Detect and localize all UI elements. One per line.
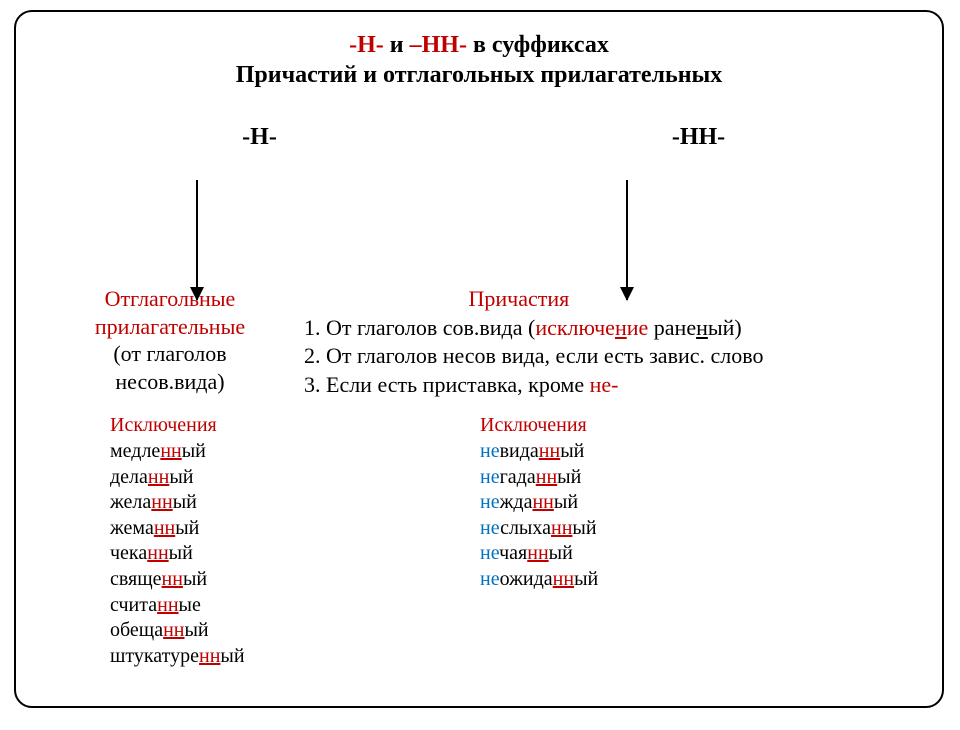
title: -Н- и –НН- в суффиксах Причастий и отгла… <box>40 30 918 90</box>
col-right: Причастия 1. От глаголов сов.вида (исклю… <box>300 285 918 399</box>
exL-2: желанный <box>110 490 370 516</box>
exR-2: нежданный <box>480 490 918 516</box>
head-n: -Н- <box>40 124 479 151</box>
r3-b: не- <box>590 372 619 397</box>
col-left: Отглагольные прилагательные (от глаголов… <box>40 285 300 399</box>
r1-e: ране <box>648 315 696 340</box>
exR-0: невиданный <box>480 439 918 465</box>
exceptions-right: Исключения невиданный негаданный нежданн… <box>370 413 918 669</box>
exL-1: деланный <box>110 465 370 491</box>
left-s1: (от глаголов <box>40 340 300 368</box>
title-line2: Причастий и отглагольных прилагательных <box>236 62 723 88</box>
exR-5: неожиданный <box>480 567 918 593</box>
exL-h: Исключения <box>110 413 370 439</box>
rule-3: 3. Если есть приставка, кроме не- <box>304 371 918 400</box>
arrow-right-icon <box>626 180 628 300</box>
left-h1: Отглагольные <box>40 285 300 313</box>
exceptions-left: Исключения медленный деланный желанный ж… <box>40 413 370 669</box>
left-h2: прилагательные <box>40 313 300 341</box>
title-n: -Н- <box>349 32 384 58</box>
exR-3: неслыханный <box>480 516 918 542</box>
r1-a: 1. От глаголов сов.вида ( <box>304 315 535 340</box>
exL-6: считанные <box>110 593 370 619</box>
left-s2: несов.вида) <box>40 368 300 396</box>
r1-g: ый) <box>708 315 742 340</box>
rule-1: 1. От глаголов сов.вида (исключение ране… <box>304 314 918 343</box>
title-and: и <box>384 32 410 58</box>
exL-3: жеманный <box>110 516 370 542</box>
right-h: Причастия <box>304 285 734 314</box>
content-frame: -Н- и –НН- в суффиксах Причастий и отгла… <box>14 10 944 708</box>
exR-1: негаданный <box>480 465 918 491</box>
exR-4: нечаянный <box>480 541 918 567</box>
rule-2: 2. От глаголов несов вида, если есть зав… <box>304 342 918 371</box>
exL-7: обещанный <box>110 618 370 644</box>
exL-4: чеканный <box>110 541 370 567</box>
columns: Отглагольные прилагательные (от глаголов… <box>40 285 918 399</box>
exceptions-row: Исключения медленный деланный желанный ж… <box>40 413 918 669</box>
column-headers: -Н- -НН- <box>40 124 918 151</box>
r1-b: исключе <box>535 315 615 340</box>
r1-f: н <box>696 315 708 340</box>
exL-8: штукатуренный <box>110 644 370 670</box>
r1-c: н <box>615 315 627 340</box>
exR-h: Исключения <box>480 413 918 439</box>
r3-a: 3. Если есть приставка, кроме <box>304 372 590 397</box>
r1-d: ие <box>627 315 649 340</box>
arrow-left-icon <box>196 180 198 300</box>
exL-5: священный <box>110 567 370 593</box>
exL-0: медленный <box>110 439 370 465</box>
title-nn: –НН- <box>410 32 467 58</box>
head-nn: -НН- <box>479 124 918 151</box>
title-suffix: в суффиксах <box>467 32 609 58</box>
